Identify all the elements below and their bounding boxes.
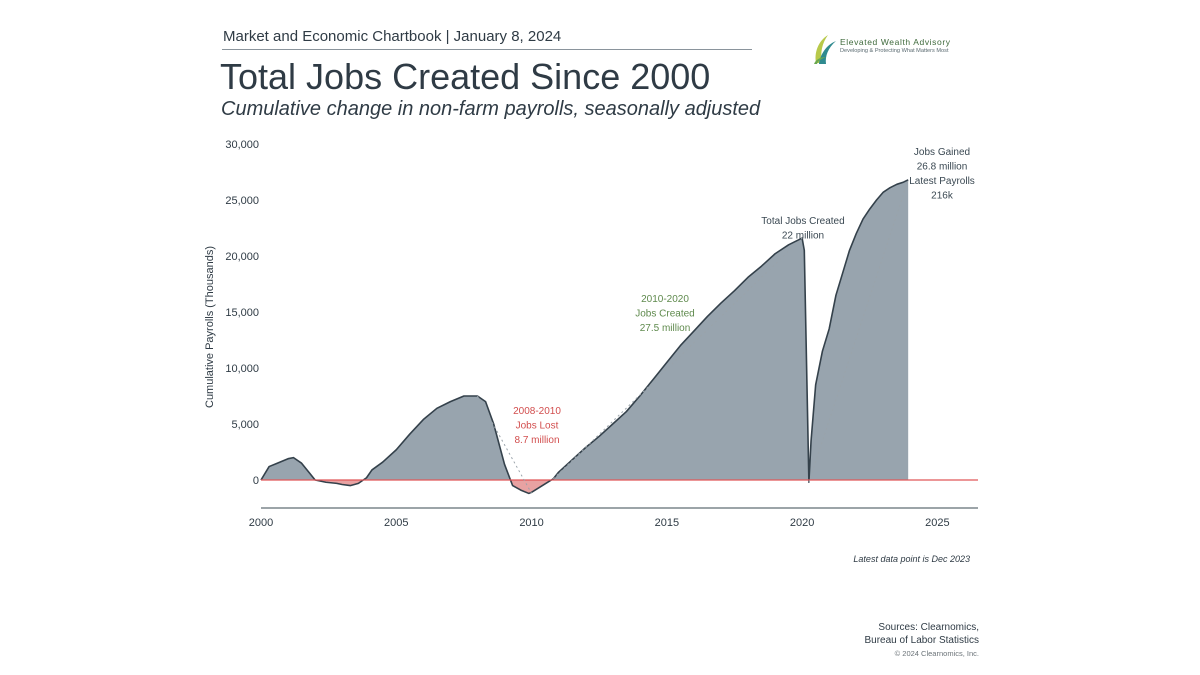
annotation-2008-2010-line: 2008-2010: [513, 406, 561, 417]
chart-title: Total Jobs Created Since 2000: [220, 56, 711, 97]
annotation-2008-2010-line: Jobs Lost: [516, 421, 559, 432]
x-tick-label: 2005: [384, 517, 408, 529]
plot-marks: [260, 179, 978, 509]
annotation-2010-2020-line: 27.5 million: [640, 323, 691, 334]
x-axis-ticks: 2000 2005 2010 2015 2020 2025: [249, 517, 950, 529]
dotted-guides: [477, 179, 909, 494]
logo-name: Elevated Wealth Advisory: [840, 37, 951, 47]
y-tick-label: 25,000: [225, 195, 259, 207]
y-tick-label: 5,000: [231, 419, 259, 431]
chart-subtitle: Cumulative change in non-farm payrolls, …: [221, 98, 761, 120]
y-tick-label: 20,000: [225, 251, 259, 263]
brand-logo: Elevated Wealth Advisory Developing & Pr…: [812, 33, 982, 65]
x-tick-label: 2015: [655, 517, 679, 529]
sources-line-1: Sources: Clearnomics,: [878, 622, 979, 633]
positive-area: [261, 179, 909, 480]
series-line: [260, 179, 909, 495]
chartbook-header: Market and Economic Chartbook | January …: [223, 28, 562, 45]
y-tick-label: 10,000: [225, 363, 259, 375]
header-divider: [222, 49, 752, 50]
logo-leaf-icon: [814, 35, 836, 64]
annotation-jobs-gained-line: 216k: [931, 191, 954, 202]
dotted-guide: [808, 179, 909, 483]
y-tick-label: 30,000: [225, 139, 259, 151]
x-tick-label: 2025: [925, 517, 949, 529]
sources-line-2: Bureau of Labor Statistics: [864, 635, 979, 646]
latest-data-footnote: Latest data point is Dec 2023: [853, 554, 970, 564]
annotation-jobs-gained-line: Jobs Gained: [914, 147, 970, 158]
annotation-jobs-gained-line: Latest Payrolls: [909, 176, 975, 187]
annotation-jobs-gained-line: 26.8 million: [917, 162, 968, 173]
annotation-2010-2020-line: 2010-2020: [641, 294, 689, 305]
y-axis-label: Cumulative Payrolls (Thousands): [204, 246, 216, 408]
x-tick-label: 2010: [519, 517, 543, 529]
sources: Sources: Clearnomics, Bureau of Labor St…: [780, 621, 979, 647]
annotation-total-jobs-created-line: Total Jobs Created: [761, 216, 844, 227]
x-tick-label: 2000: [249, 517, 273, 529]
x-tick-label: 2020: [790, 517, 814, 529]
dotted-guide: [477, 395, 533, 494]
annotations: Jobs Gained 26.8 million Latest Payrolls 21…: [513, 147, 975, 446]
annotation-2008-2010-line: 8.7 million: [514, 435, 559, 446]
y-tick-label: 0: [253, 475, 259, 487]
annotation-2010-2020-line: Jobs Created: [635, 309, 694, 320]
annotation-total-jobs-created-line: 22 million: [782, 231, 824, 242]
y-axis-ticks: 0 5,000 10,000 15,000 20,000 25,000 30,000: [225, 139, 259, 487]
y-tick-label: 15,000: [225, 307, 259, 319]
logo-tagline: Developing & Protecting What Matters Mos…: [840, 48, 949, 54]
negative-area: [261, 480, 909, 494]
copyright: © 2024 Clearnomics, Inc.: [894, 649, 979, 658]
